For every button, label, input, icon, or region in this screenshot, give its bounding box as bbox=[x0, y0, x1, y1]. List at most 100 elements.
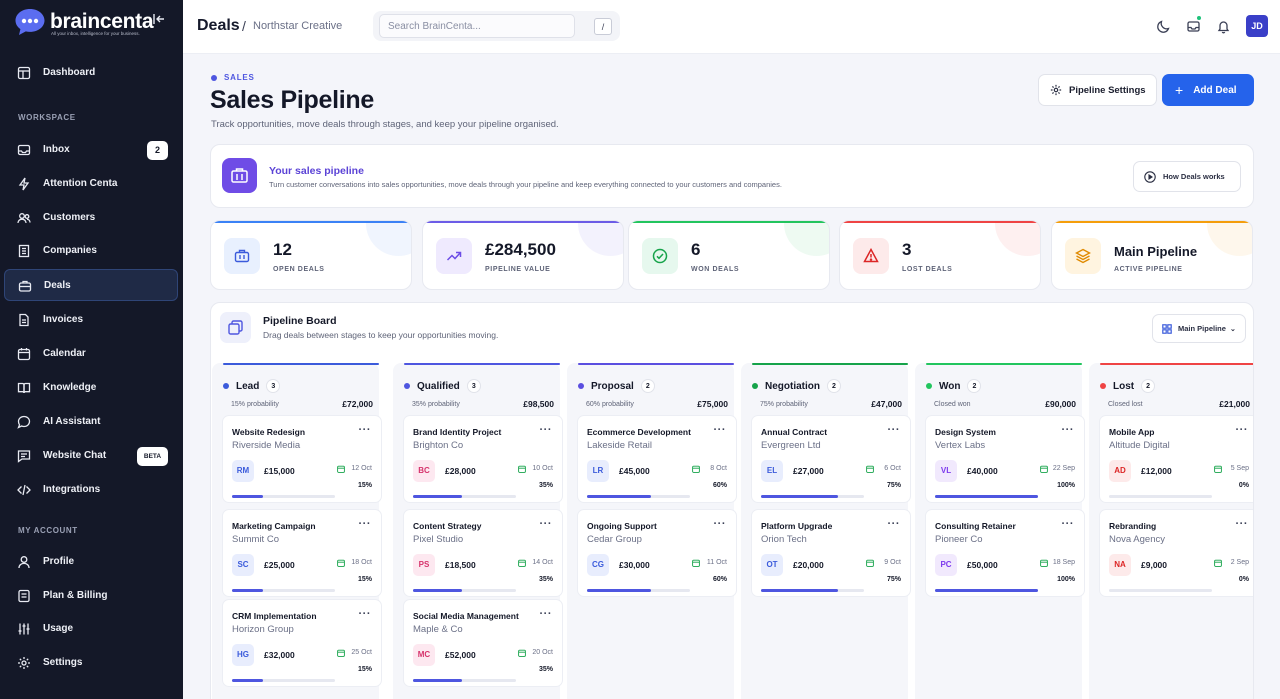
deal-title: Consulting Retainer bbox=[935, 521, 1016, 531]
users-icon bbox=[17, 213, 31, 224]
chat-bubble-logo-icon bbox=[15, 9, 45, 35]
column-dot bbox=[926, 383, 932, 389]
sidebar-item-settings[interactable]: Settings bbox=[4, 647, 178, 679]
deal-card[interactable]: Design System Vertex Labs ··· VL £40,000 22 S… bbox=[925, 415, 1085, 503]
sidebar-item-deals[interactable]: Deals bbox=[4, 269, 178, 301]
more-options-icon[interactable]: ··· bbox=[358, 608, 371, 620]
search-input[interactable] bbox=[379, 14, 575, 38]
more-options-icon[interactable]: ··· bbox=[539, 424, 552, 436]
deal-amount: £25,000 bbox=[264, 560, 295, 570]
more-options-icon[interactable]: ··· bbox=[1235, 424, 1248, 436]
stat-accent-bar bbox=[840, 221, 1040, 223]
deal-title: Rebranding bbox=[1109, 521, 1157, 531]
deal-card[interactable]: Mobile App Altitude Digital ··· AD £12,000 5 … bbox=[1099, 415, 1253, 503]
sidebar-item-label: Usage bbox=[43, 623, 74, 634]
stat-decoration bbox=[366, 221, 411, 256]
sidebar-item-label: Knowledge bbox=[43, 382, 97, 393]
collapse-sidebar-icon[interactable] bbox=[152, 12, 166, 26]
pipeline-settings-button[interactable]: Pipeline Settings bbox=[1038, 74, 1157, 106]
banner-title: Your sales pipeline bbox=[269, 165, 364, 177]
sidebar-item-profile[interactable]: Profile bbox=[4, 546, 178, 578]
sidebar-item-calendar[interactable]: Calendar bbox=[4, 338, 178, 370]
bell-icon[interactable] bbox=[1216, 19, 1231, 34]
calendar-icon bbox=[1214, 559, 1222, 567]
deal-title: Social Media Management bbox=[413, 611, 519, 621]
deal-company: Nova Agency bbox=[1109, 534, 1165, 545]
column-count: 2 bbox=[827, 379, 841, 393]
more-options-icon[interactable]: ··· bbox=[539, 608, 552, 620]
calendar-icon bbox=[866, 559, 874, 567]
sidebar-item-integrations[interactable]: Integrations bbox=[4, 474, 178, 506]
column-name: Proposal bbox=[591, 380, 634, 392]
deal-title: Platform Upgrade bbox=[761, 521, 833, 531]
pipeline-select[interactable]: Main Pipeline ⌄ bbox=[1152, 314, 1246, 343]
sidebar-item-attention-centa[interactable]: Attention Centa bbox=[4, 168, 178, 200]
deal-card[interactable]: Marketing Campaign Summit Co ··· SC £25,000 1… bbox=[222, 509, 382, 597]
sidebar-item-inbox[interactable]: Inbox 2 bbox=[4, 134, 178, 166]
more-options-icon[interactable]: ··· bbox=[1235, 518, 1248, 530]
deal-card[interactable]: Consulting Retainer Pioneer Co ··· PC £50,00… bbox=[925, 509, 1085, 597]
sidebar-item-dashboard[interactable]: Dashboard bbox=[4, 57, 178, 89]
deal-date: 18 Sep bbox=[1052, 559, 1075, 566]
board-title: Pipeline Board bbox=[263, 315, 337, 327]
company-avatar: VL bbox=[935, 460, 957, 482]
sidebar-item-website-chat[interactable]: Website Chat BETA bbox=[4, 440, 178, 472]
add-deal-button[interactable]: + Add Deal bbox=[1162, 74, 1254, 106]
sidebar-item-customers[interactable]: Customers bbox=[4, 202, 178, 234]
more-options-icon[interactable]: ··· bbox=[1061, 518, 1074, 530]
more-options-icon[interactable]: ··· bbox=[713, 424, 726, 436]
sidebar-item-ai-assistant[interactable]: AI Assistant bbox=[4, 406, 178, 438]
main-content: SALES Sales Pipeline Track opportunities… bbox=[183, 54, 1280, 699]
deal-card[interactable]: Annual Contract Evergreen Ltd ··· EL £27,000… bbox=[751, 415, 911, 503]
sidebar-item-invoices[interactable]: Invoices bbox=[4, 304, 178, 336]
more-options-icon[interactable]: ··· bbox=[887, 424, 900, 436]
play-circle-icon bbox=[1144, 170, 1156, 183]
deal-card[interactable]: Platform Upgrade Orion Tech ··· OT £20,000 9 … bbox=[751, 509, 911, 597]
progress-track bbox=[1109, 495, 1212, 498]
company-avatar: AD bbox=[1109, 460, 1131, 482]
more-options-icon[interactable]: ··· bbox=[358, 424, 371, 436]
stat-value: £284,500 bbox=[485, 240, 556, 259]
moon-icon[interactable] bbox=[1156, 19, 1171, 34]
more-options-icon[interactable]: ··· bbox=[887, 518, 900, 530]
sidebar-item-usage[interactable]: Usage bbox=[4, 613, 178, 645]
deal-card[interactable]: Content Strategy Pixel Studio ··· PS £18,500… bbox=[403, 509, 563, 597]
top-bar: Deals / Northstar Creative / JD bbox=[183, 0, 1280, 54]
deal-card[interactable]: Website Redesign Riverside Media ··· RM £15,… bbox=[222, 415, 382, 503]
deal-company: Orion Tech bbox=[761, 534, 807, 545]
more-options-icon[interactable]: ··· bbox=[539, 518, 552, 530]
progress-fill bbox=[587, 589, 651, 592]
breadcrumb-workspace[interactable]: Northstar Creative bbox=[253, 20, 343, 32]
sidebar-item-plan-billing[interactable]: Plan & Billing bbox=[4, 580, 178, 612]
brand-logo[interactable]: braincenta All your inbox, intelligence … bbox=[14, 8, 174, 38]
more-options-icon[interactable]: ··· bbox=[713, 518, 726, 530]
deal-card[interactable]: Rebranding Nova Agency ··· NA £9,000 2 Sep 0% bbox=[1099, 509, 1253, 597]
sidebar-item-knowledge[interactable]: Knowledge bbox=[4, 372, 178, 404]
stat-accent-bar bbox=[1052, 221, 1252, 223]
deal-card[interactable]: CRM Implementation Horizon Group ··· HG £32,… bbox=[222, 599, 382, 687]
company-avatar: PS bbox=[413, 554, 435, 576]
deal-date: 12 Oct bbox=[351, 465, 372, 472]
more-options-icon[interactable]: ··· bbox=[358, 518, 371, 530]
deal-probability: 35% bbox=[538, 666, 553, 673]
stat-value: Main Pipeline bbox=[1114, 244, 1198, 259]
sidebar-item-companies[interactable]: Companies bbox=[4, 235, 178, 267]
sidebar-item-label: Profile bbox=[43, 556, 75, 567]
column-total: £98,500 bbox=[523, 399, 554, 409]
how-deals-works-button[interactable]: How Deals works bbox=[1133, 161, 1241, 192]
company-avatar: RM bbox=[232, 460, 254, 482]
deal-card[interactable]: Ongoing Support Cedar Group ··· CG £30,000 11… bbox=[577, 509, 737, 597]
pipeline-board: Pipeline Board Drag deals between stages… bbox=[210, 302, 1254, 699]
column-name: Won bbox=[939, 380, 961, 392]
workspace-section-label: WORKSPACE bbox=[18, 113, 76, 122]
deal-probability: 60% bbox=[712, 482, 727, 489]
more-options-icon[interactable]: ··· bbox=[1061, 424, 1074, 436]
stat-label: ACTIVE PIPELINE bbox=[1114, 266, 1183, 273]
deal-amount: £15,000 bbox=[264, 466, 295, 476]
user-avatar[interactable]: JD bbox=[1246, 15, 1268, 37]
deal-card[interactable]: Ecommerce Development Lakeside Retail ··· L… bbox=[577, 415, 737, 503]
inbox-tray-icon[interactable] bbox=[1186, 19, 1201, 34]
deal-card[interactable]: Brand Identity Project Brighton Co ··· BC £2… bbox=[403, 415, 563, 503]
deal-company: Maple & Co bbox=[413, 624, 463, 635]
deal-card[interactable]: Social Media Management Maple & Co ··· MC £5… bbox=[403, 599, 563, 687]
